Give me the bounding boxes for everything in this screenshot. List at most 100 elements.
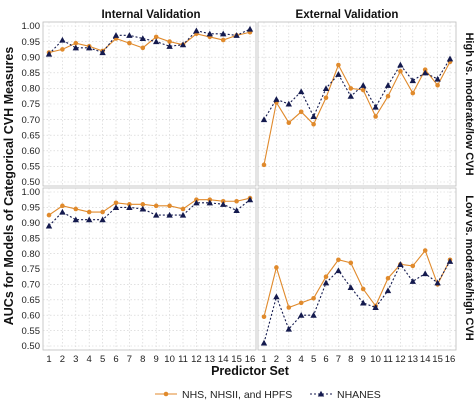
data-point-triangle [179, 211, 187, 218]
y-tick-label: 0.70 [22, 280, 41, 291]
x-tick-label: 12 [191, 354, 202, 365]
data-point-triangle [422, 69, 429, 76]
x-tick-label: 11 [178, 354, 188, 365]
y-tick-label: 0.55 [22, 162, 41, 173]
data-point-triangle [347, 284, 354, 291]
panel-3 [257, 187, 457, 351]
series-line [263, 61, 451, 165]
data-point-circle [398, 68, 403, 74]
data-point-triangle [246, 25, 254, 32]
data-point-circle [140, 45, 146, 51]
x-tick-label: 16 [445, 354, 456, 365]
x-tick-label: 15 [432, 354, 443, 365]
series-line [263, 249, 451, 317]
row-strip-high: High vs. moderate/low CVH [463, 32, 474, 175]
data-point-triangle [233, 207, 240, 214]
series-line [48, 28, 251, 55]
data-point-circle [410, 263, 416, 269]
y-tick-label: 0.65 [22, 130, 41, 141]
data-point-circle [86, 209, 92, 215]
panel-0 [42, 21, 257, 187]
y-tick-label: 1.00 [22, 187, 41, 198]
panel-1 [257, 21, 457, 187]
data-point-triangle [153, 38, 160, 45]
data-point-circle [348, 260, 354, 266]
x-tick-label: 1 [46, 354, 51, 365]
y-ticks-layer: 0.50 0.55 0.60 0.65 0.70 0.75 0.80 0.85 0.90 0.95… [22, 21, 41, 352]
y-tick-label: 0.80 [22, 84, 41, 95]
data-point-circle [385, 275, 391, 281]
data-point-circle [60, 203, 65, 209]
data-point-triangle [153, 211, 160, 218]
data-point-circle [220, 37, 226, 43]
data-point-triangle [310, 113, 317, 120]
data-point-circle [323, 274, 329, 280]
data-point-triangle [179, 41, 187, 48]
x-ticks-layer: 1 2 3 4 5 6 7 8 9 10 11 12 13 14 15 16 1 2 3 4 5 6 7 8 9 10 11 12 13… [46, 354, 455, 365]
x-tick-label: 3 [73, 354, 78, 365]
series-line [48, 31, 251, 54]
data-point-circle [127, 40, 132, 46]
data-point-circle [348, 86, 354, 91]
data-point-triangle [206, 30, 213, 37]
x-tick-label: 6 [323, 354, 328, 365]
y-tick-label: 0.85 [22, 68, 41, 79]
series-line [263, 261, 451, 344]
x-tick-label: 10 [370, 354, 381, 365]
y-tick-label: 0.80 [22, 249, 41, 260]
x-tick-label: 8 [140, 354, 145, 365]
y-tick-label: 0.60 [22, 310, 41, 321]
data-point-triangle [86, 44, 93, 51]
data-point-triangle [347, 93, 354, 99]
data-point-circle [153, 203, 159, 209]
data-point-triangle [298, 312, 305, 318]
series-line [263, 58, 451, 120]
y-tick-label: 0.90 [22, 218, 41, 229]
data-point-triangle [246, 196, 254, 203]
x-tick-label: 1 [261, 354, 266, 365]
data-point-circle [167, 39, 172, 44]
data-point-triangle [360, 299, 367, 306]
y-tick-label: 0.50 [22, 341, 41, 352]
data-point-circle [373, 114, 378, 119]
x-tick-label: 11 [383, 354, 393, 365]
x-tick-label: 15 [231, 354, 242, 365]
y-tick-label: 0.95 [22, 203, 41, 214]
y-tick-label: 0.95 [22, 37, 41, 48]
data-point-triangle [335, 71, 342, 77]
y-tick-label: 0.85 [22, 233, 41, 244]
x-tick-label: 3 [286, 354, 291, 365]
data-point-circle [100, 209, 105, 215]
data-point-circle [422, 248, 428, 253]
data-point-triangle [298, 88, 305, 95]
data-point-circle [274, 265, 279, 270]
data-point-triangle [372, 103, 379, 110]
data-point-triangle [372, 304, 379, 311]
data-point-triangle [233, 32, 240, 38]
series-line [48, 199, 251, 227]
data-point-triangle [335, 267, 342, 274]
y-tick-label: 0.75 [22, 264, 41, 275]
data-point-triangle [322, 279, 330, 286]
legend-label: NHS, NHSII, and HPFS [182, 389, 292, 401]
data-point-triangle [397, 61, 404, 68]
data-point-triangle [273, 293, 280, 300]
data-point-circle [410, 90, 416, 96]
x-tick-label: 5 [100, 354, 105, 365]
legend: NHS, NHSII, and HPFS NHANES [155, 389, 381, 401]
y-tick-label: 1.00 [22, 21, 41, 32]
data-point-triangle [446, 258, 454, 264]
data-point-triangle [45, 50, 53, 57]
data-point-circle [336, 62, 341, 68]
data-point-triangle [99, 216, 106, 223]
y-tick-label: 0.65 [22, 295, 41, 306]
x-tick-label: 9 [154, 354, 159, 365]
data-point-triangle [260, 116, 268, 123]
x-tick-label: 7 [336, 354, 341, 365]
data-point-triangle [322, 85, 330, 91]
data-point-triangle [397, 261, 404, 267]
data-point-circle [234, 198, 239, 204]
panels-layer [42, 21, 457, 351]
data-point-triangle [422, 270, 429, 277]
